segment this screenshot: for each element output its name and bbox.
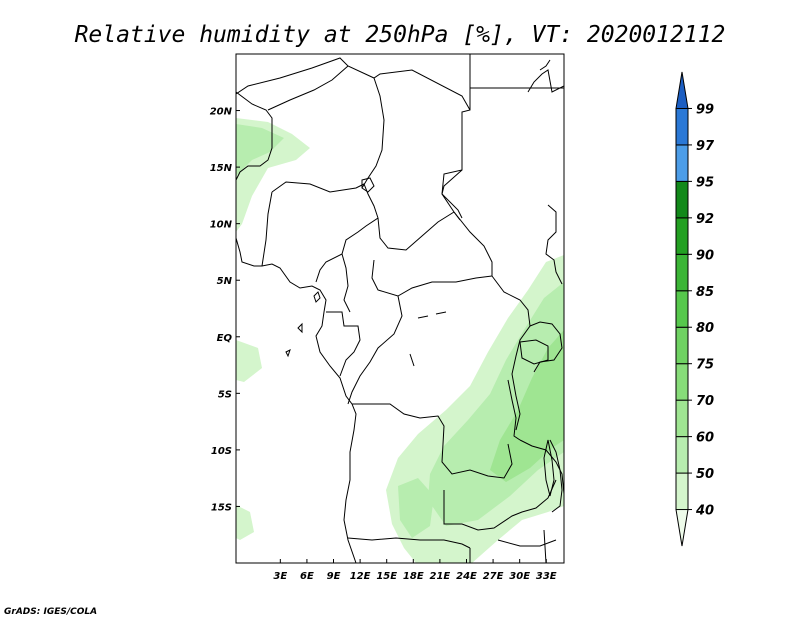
border-benin-nigeria [261, 191, 273, 267]
x-tick-label: 27E [483, 571, 504, 582]
humidity-shading [236, 118, 564, 563]
border-malawi [549, 439, 563, 513]
map-area: 3E 6E 9E 12E 15E 18E 21E 24E 27E 30E 33E 20N 15N 10N… [210, 53, 565, 582]
x-tick-label: 12E [350, 571, 371, 582]
colorbar-level-label: 95 [696, 175, 714, 190]
border-zimbabwe [497, 539, 557, 547]
humidity-region-south-lobe [398, 478, 434, 538]
colorbar-segment [675, 472, 689, 511]
x-tick-label: 33E [536, 571, 557, 582]
border-lake-tanganyika [507, 379, 521, 441]
border-libya-chad [441, 54, 471, 219]
colorbar-segment [675, 71, 689, 109]
colorbar-level-label: 97 [696, 139, 715, 154]
colorbar-segment [675, 290, 689, 328]
border-gabon [326, 311, 361, 377]
y-tick-label: 20N [210, 107, 233, 118]
y-tick-label: 15S [211, 502, 232, 513]
x-tick-label: 24E [456, 571, 477, 582]
colorbar-level-label: 80 [696, 321, 714, 336]
colorbar-level-label: 85 [696, 285, 714, 300]
border-sudan-east [491, 275, 531, 431]
border-mali-niger [267, 65, 349, 111]
y-tick-label: 5N [217, 276, 233, 287]
y-tick-label: 10N [210, 220, 233, 231]
y-axis-ticks: 20N 15N 10N 5N EQ 5S 10S 15S [210, 107, 240, 513]
colorbar-segment [675, 144, 689, 182]
colorbar: 40 50 60 70 75 80 85 90 92 95 97 99 [675, 71, 715, 547]
y-tick-label: 15N [210, 163, 233, 174]
colorbar-segment [675, 509, 689, 547]
x-tick-label: 21E [430, 571, 451, 582]
lake-malawi [543, 439, 555, 497]
border-congo-drc [347, 295, 403, 405]
border-angola-namibia [347, 537, 471, 549]
lake-victoria [519, 339, 549, 365]
colorbar-segment [675, 217, 689, 255]
x-tick-label: 30E [509, 571, 530, 582]
colorbar-segment [675, 326, 689, 365]
figure-title: Relative humidity at 250hPa [%], VT: 202… [75, 22, 726, 48]
credit-label: GrADS: IGES/COLA [4, 607, 97, 617]
y-tick-label: 5S [218, 389, 232, 400]
islands-gulf [285, 291, 321, 358]
colorbar-level-label: 99 [696, 102, 714, 117]
colorbar-level-label: 40 [695, 504, 714, 519]
x-tick-label: 18E [403, 571, 424, 582]
colorbar-level-label: 50 [696, 467, 714, 482]
colorbar-segment [675, 253, 689, 292]
country-borders [236, 54, 564, 563]
border-angola-zambia [443, 479, 557, 531]
humidity-region-sw-atlantic [236, 505, 254, 540]
colorbar-level-label: 90 [696, 248, 714, 263]
x-axis-ticks: 3E 6E 9E 12E 15E 18E 21E 24E 27E 30E 33E [273, 559, 557, 582]
border-nigeria [271, 181, 379, 283]
colorbar-level-label: 60 [696, 431, 714, 446]
colorbar-segment [675, 180, 689, 219]
y-tick-label: 10S [211, 446, 232, 457]
border-botswana [469, 529, 547, 563]
coastline-gulf [236, 237, 357, 563]
border-drc-angola [352, 403, 513, 479]
colorbar-segment [675, 363, 689, 401]
humidity-region-gulf-coast [236, 340, 262, 382]
y-tick-label: EQ [217, 333, 233, 344]
border-car-sudan [453, 211, 493, 276]
border-red-sea [527, 59, 564, 93]
x-tick-label: 6E [300, 571, 314, 582]
border-lake-chad [361, 177, 375, 193]
colorbar-segment [675, 436, 689, 474]
x-tick-label: 15E [376, 571, 397, 582]
x-tick-label: 9E [327, 571, 341, 582]
colorbar-segment [675, 107, 689, 146]
coastline-west [236, 91, 273, 181]
x-tick-label: 3E [273, 571, 287, 582]
colorbar-level-label: 92 [696, 212, 714, 227]
colorbar-level-label: 75 [696, 358, 714, 373]
map-frame [235, 53, 565, 564]
border-east-africa [545, 204, 563, 285]
border-cameroon-car [377, 211, 455, 251]
colorbar-segment [675, 399, 689, 438]
colorbar-level-label: 70 [696, 394, 714, 409]
border-car-congo [371, 259, 493, 297]
lakes-drc [409, 311, 447, 367]
border-cameroon-congo [341, 253, 351, 313]
